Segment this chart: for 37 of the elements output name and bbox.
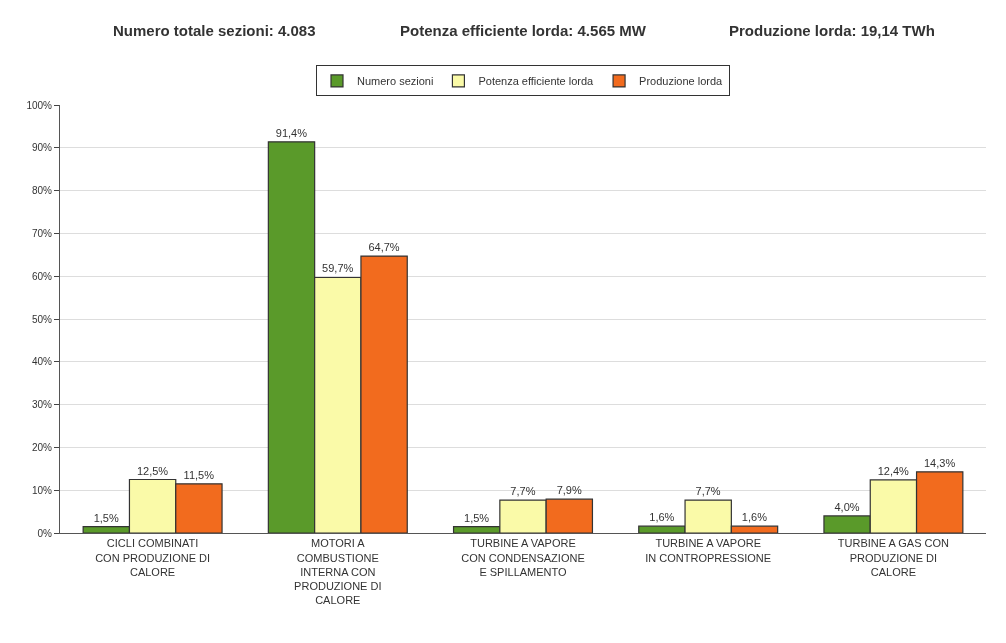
data-label: 12,4% xyxy=(877,464,910,477)
text: Produzione lorda: 19,14 TWh xyxy=(729,22,935,39)
data-label: 7,7% xyxy=(695,485,721,498)
data-label: 12,5% xyxy=(136,464,169,477)
data-label: 1,6% xyxy=(741,511,768,524)
legend-label: Potenza efficiente lorda xyxy=(478,75,595,88)
data-label: 7,9% xyxy=(556,484,582,497)
x-tick-label: TURBINE A GAS CON PRODUZIONE DI CALORE xyxy=(837,537,950,578)
y-tick-label: 80% xyxy=(31,185,53,197)
text: Numero totale sezioni: 4.083 xyxy=(113,22,316,39)
y-tick-label: 50% xyxy=(31,313,53,325)
y-tick-label: 20% xyxy=(31,441,53,453)
x-tick-label: MOTORI A COMBUSTIONE INTERNA CON PRODUZIONE DI CALORE xyxy=(294,537,382,607)
data-label: 4,0% xyxy=(834,500,860,513)
legend-label: Numero sezioni xyxy=(357,75,434,88)
data-label: 64,7% xyxy=(368,241,400,254)
data-label: 14,3% xyxy=(924,456,956,469)
text: Potenza efficiente lorda: 4.565 MW xyxy=(400,22,647,39)
y-tick-label: 0% xyxy=(37,527,53,539)
x-tick-label: TURBINE A VAPORE CON CONDENSAZIONE E SPILLAMENTO xyxy=(461,537,585,578)
data-label: 59,7% xyxy=(322,262,354,275)
data-label: 91,4% xyxy=(275,126,308,139)
y-tick-label: 90% xyxy=(31,142,53,154)
y-tick-label: 30% xyxy=(31,399,53,411)
data-label: 1,5% xyxy=(464,511,490,524)
y-tick-label: 60% xyxy=(31,270,53,282)
data-label: 1,6% xyxy=(649,511,675,524)
data-label: 11,5% xyxy=(183,468,215,481)
y-tick-label: 70% xyxy=(31,227,53,239)
x-tick-label: CICLI COMBINATI CON PRODUZIONE DI CALORE xyxy=(95,537,211,578)
y-tick-label: 40% xyxy=(31,356,53,368)
data-label: 1,5% xyxy=(93,511,119,524)
x-tick-label: TURBINE A VAPORE IN CONTROPRESSIONE xyxy=(645,537,772,564)
y-tick-label: 100% xyxy=(26,99,53,111)
data-label: 7,7% xyxy=(510,485,536,498)
y-tick-label: 10% xyxy=(31,484,53,496)
legend-label: Produzione lorda xyxy=(639,75,724,88)
